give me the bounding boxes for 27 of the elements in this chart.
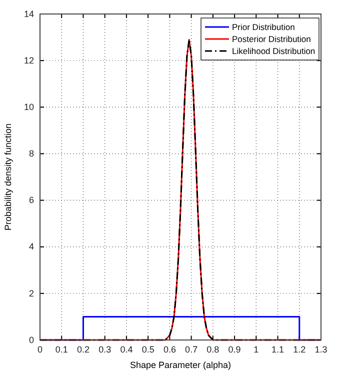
- x-tick-label: 0.3: [98, 344, 112, 354]
- x-tick-label: 0.6: [163, 344, 176, 354]
- y-tick-label: 12: [24, 55, 34, 66]
- legend-label: Posterior Distribution: [232, 34, 312, 44]
- y-tick-label: 14: [24, 8, 34, 19]
- y-axis-title: Probability density function: [3, 123, 13, 231]
- y-tick-label: 10: [24, 102, 34, 112]
- x-tick-label: 0.7: [185, 344, 198, 354]
- y-tick-label: 4: [28, 242, 34, 252]
- x-tick-label: 1.2: [293, 344, 306, 354]
- y-tick-label: 8: [28, 148, 34, 159]
- legend-label: Prior Distribution: [232, 22, 296, 32]
- x-tick-label: 0.8: [206, 344, 220, 354]
- x-axis-title: Shape Parameter (alpha): [130, 360, 232, 370]
- x-tick-label: 1.1: [272, 344, 284, 354]
- y-tick-label: 6: [28, 195, 34, 206]
- x-tick-label: 0.4: [120, 344, 133, 354]
- x-tick-label: 1.3: [314, 344, 328, 354]
- x-tick-label: 0.5: [142, 344, 154, 354]
- x-tick-label: 0.2: [76, 344, 90, 354]
- x-tick-label: 0.9: [228, 344, 241, 354]
- x-tick-label: 1: [254, 344, 259, 354]
- x-tick-label: 0: [37, 344, 43, 354]
- y-tick-label: 2: [28, 288, 34, 298]
- x-tick-label: 0.1: [55, 344, 68, 354]
- legend-label: Likelihood Distribution: [232, 46, 316, 56]
- y-tick-label: 0: [28, 334, 34, 345]
